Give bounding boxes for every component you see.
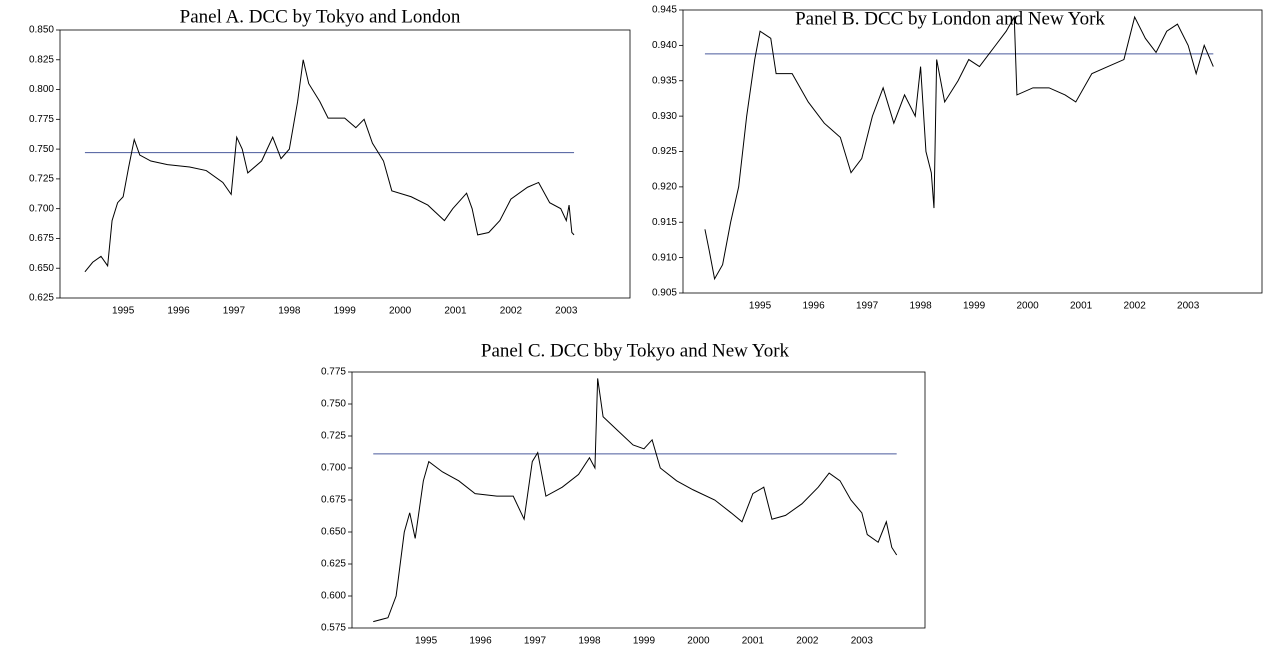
panel: Panel B. DCC by London and New York 0.905… <box>652 5 1263 312</box>
y-tick-label: 0.725 <box>29 174 54 185</box>
x-tick-label: 1995 <box>112 306 135 317</box>
x-tick-label: 1999 <box>963 301 986 312</box>
dcc-line <box>704 15 1214 281</box>
x-tick-label: 1997 <box>223 306 246 317</box>
y-tick-label: 0.675 <box>29 233 54 244</box>
x-tick-label: 2001 <box>742 636 765 646</box>
x-tick-label: 1995 <box>749 301 772 312</box>
y-tick-label: 0.700 <box>29 203 54 214</box>
y-tick-label: 0.625 <box>321 559 346 570</box>
y-tick-label: 0.650 <box>29 263 54 274</box>
plot-frame <box>351 371 926 629</box>
panel: Panel A. DCC by Tokyo and London 0.625 0.6… <box>29 6 631 317</box>
chart-title: Panel B. DCC by London and New York <box>795 8 1105 29</box>
x-tick-label: 1999 <box>334 306 357 317</box>
plot-frame <box>59 29 631 299</box>
chart-title: Panel C. DCC bby Tokyo and New York <box>481 340 790 361</box>
x-tick-label: 2002 <box>500 306 523 317</box>
x-tick-label: 2000 <box>687 636 710 646</box>
x-tick-label: 1998 <box>578 636 601 646</box>
chart-title: Panel A. DCC by Tokyo and London <box>180 6 461 27</box>
y-tick-label: 0.625 <box>29 293 54 304</box>
y-tick-label: 0.675 <box>321 495 346 506</box>
y-tick-label: 0.825 <box>29 54 54 65</box>
y-tick-label: 0.750 <box>29 144 54 155</box>
dcc-line <box>84 59 575 273</box>
x-tick-label: 1997 <box>856 301 879 312</box>
y-tick-label: 0.925 <box>652 146 677 157</box>
x-tick-label: 1999 <box>633 636 656 646</box>
y-tick-label: 0.575 <box>321 623 346 634</box>
y-tick-label: 0.700 <box>321 463 346 474</box>
y-tick-label: 0.650 <box>321 527 346 538</box>
x-tick-label: 2002 <box>796 636 819 646</box>
y-tick-label: 0.920 <box>652 182 677 193</box>
plot-frame <box>682 9 1263 294</box>
y-tick-label: 0.725 <box>321 431 346 442</box>
x-tick-label: 1998 <box>909 301 932 312</box>
y-tick-label: 0.850 <box>29 25 54 36</box>
panel: Panel C. DCC bby Tokyo and New York 0.575… <box>321 340 926 646</box>
x-tick-label: 2000 <box>1016 301 1039 312</box>
x-tick-label: 2003 <box>555 306 578 317</box>
x-tick-label: 1997 <box>524 636 547 646</box>
y-tick-label: 0.750 <box>321 399 346 410</box>
x-tick-label: 1996 <box>802 301 825 312</box>
x-tick-label: 2000 <box>389 306 412 317</box>
y-tick-label: 0.600 <box>321 591 346 602</box>
x-tick-label: 1998 <box>278 306 301 317</box>
x-tick-label: 1995 <box>415 636 438 646</box>
x-tick-label: 2001 <box>1070 301 1093 312</box>
x-tick-label: 2002 <box>1124 301 1147 312</box>
x-tick-label: 1996 <box>469 636 492 646</box>
y-tick-label: 0.775 <box>321 367 346 378</box>
y-tick-label: 0.775 <box>29 114 54 125</box>
x-tick-label: 2003 <box>1177 301 1200 312</box>
y-tick-label: 0.800 <box>29 84 54 95</box>
x-tick-label: 2003 <box>851 636 874 646</box>
y-tick-label: 0.915 <box>652 217 677 228</box>
y-tick-label: 0.905 <box>652 288 677 299</box>
y-tick-label: 0.935 <box>652 75 677 86</box>
y-tick-label: 0.910 <box>652 252 677 263</box>
x-tick-label: 2001 <box>444 306 467 317</box>
x-tick-label: 1996 <box>167 306 190 317</box>
y-tick-label: 0.930 <box>652 111 677 122</box>
y-tick-label: 0.945 <box>652 5 677 16</box>
dcc-line <box>373 378 898 623</box>
y-tick-label: 0.940 <box>652 40 677 51</box>
